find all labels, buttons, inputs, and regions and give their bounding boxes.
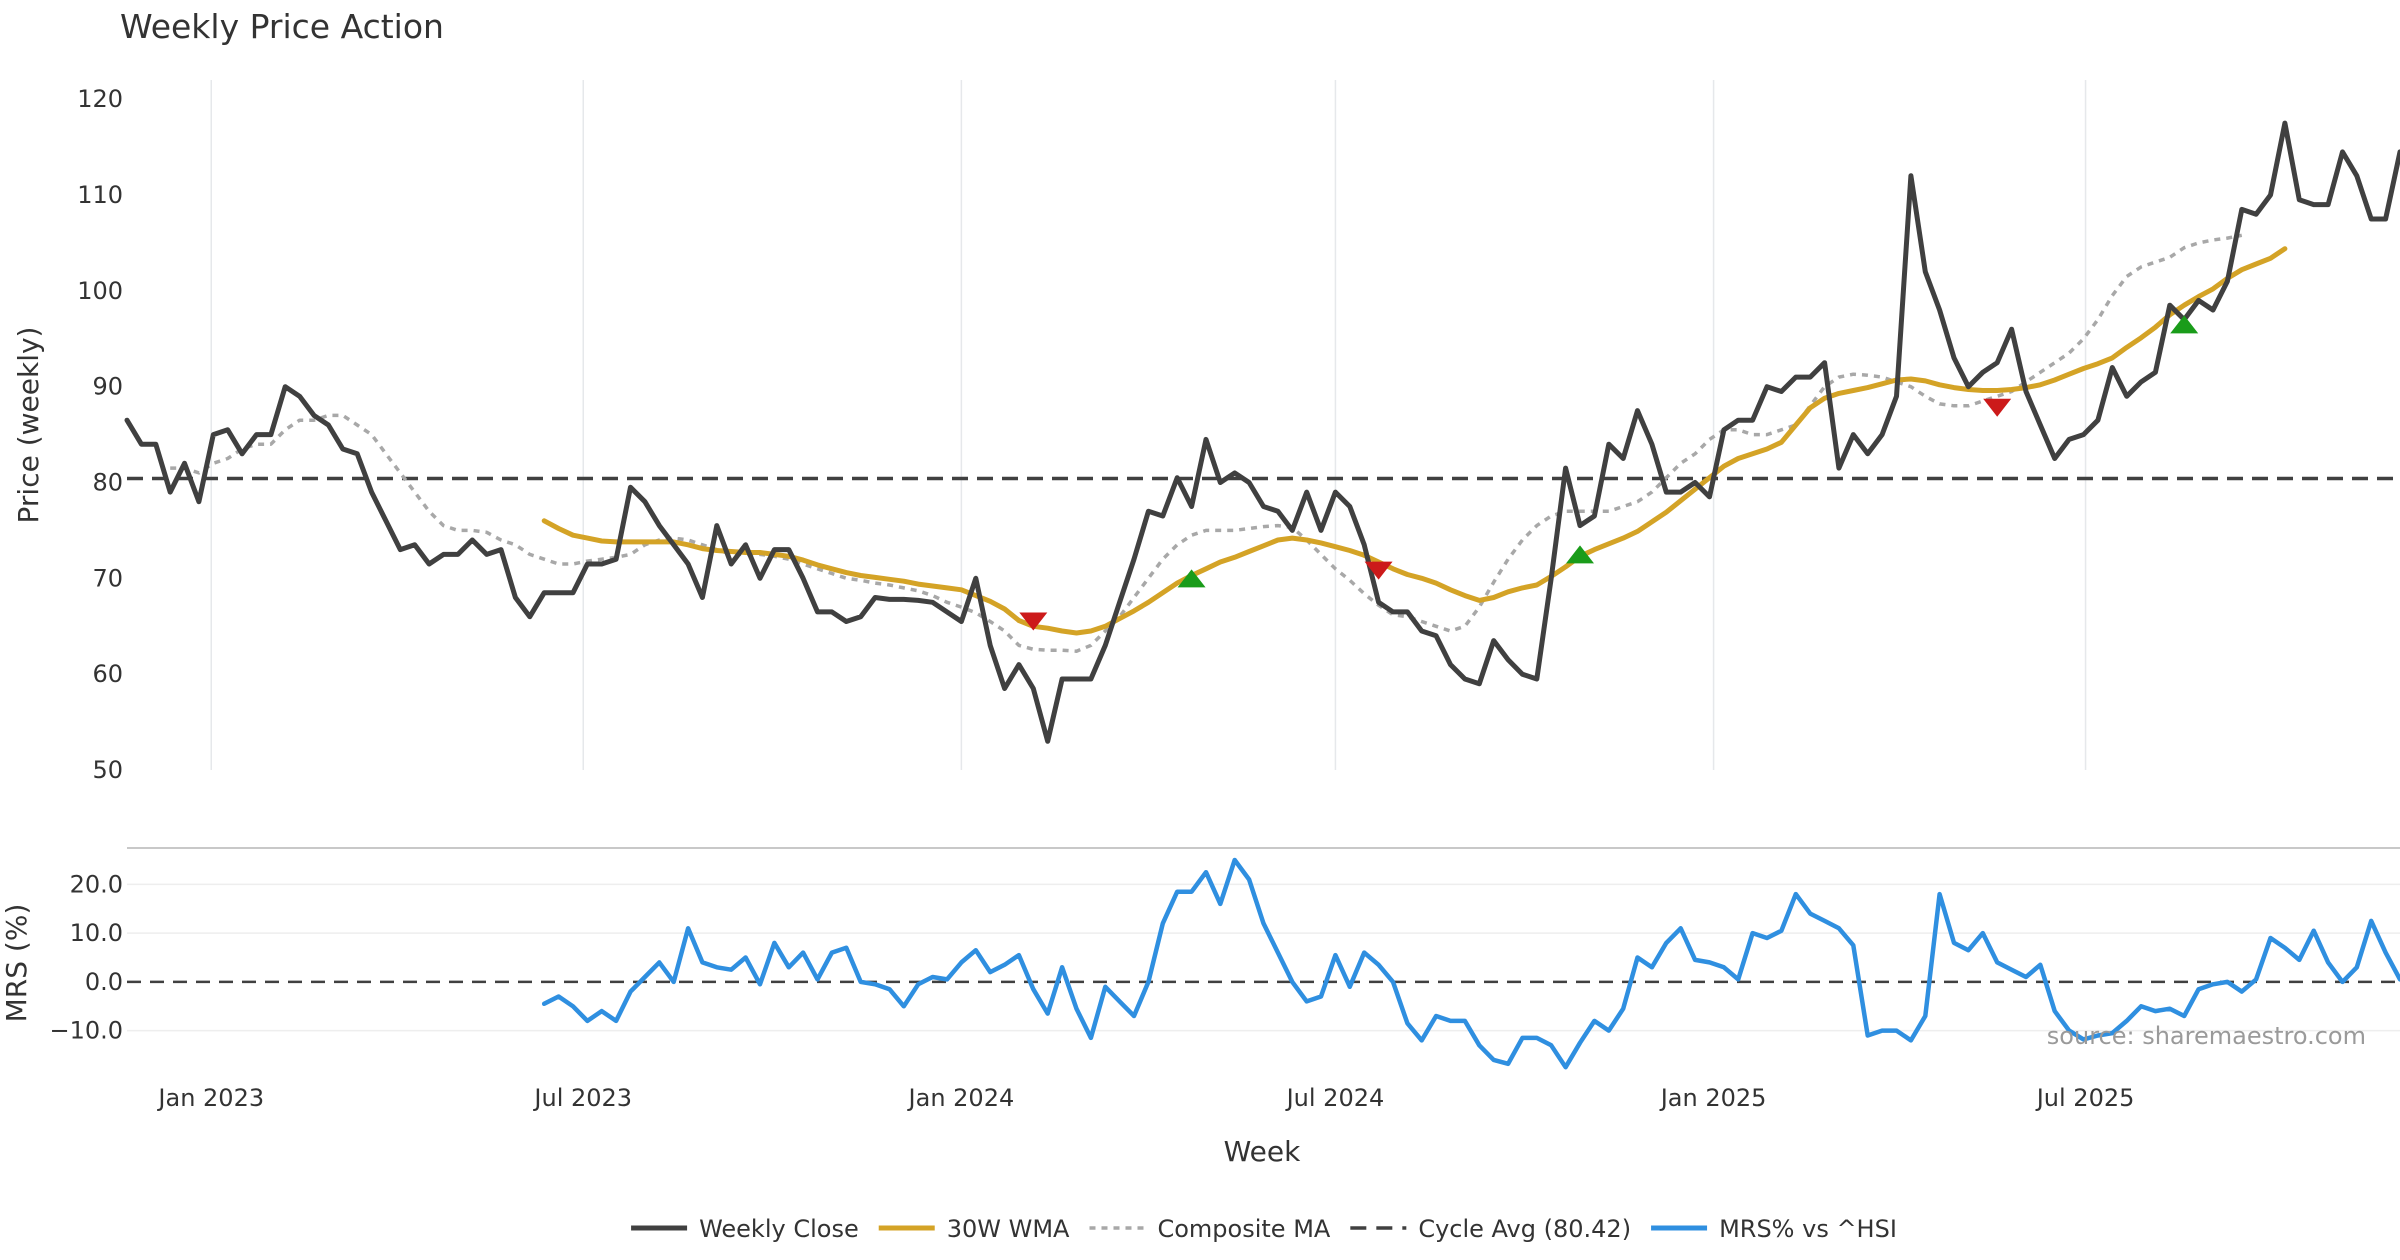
x-axis-label: Week — [1224, 1135, 1301, 1168]
signal-marker-down-4 — [1983, 398, 2012, 417]
series-layer — [124, 120, 2400, 1070]
price-y-tick-label: 80 — [92, 469, 123, 497]
legend-label-weekly-close: Weekly Close — [699, 1215, 859, 1243]
legend-label-cycle-avg-80-42: Cycle Avg (80.42) — [1418, 1215, 1631, 1243]
source-credit: source: sharemaestro.com — [2047, 1022, 2366, 1050]
mrs-y-tick-label: −10.0 — [49, 1017, 123, 1045]
x-tick-label: Jan 2025 — [1659, 1084, 1767, 1112]
legend-label-composite-ma: Composite MA — [1157, 1215, 1330, 1243]
signal-marker-up-5 — [2170, 315, 2199, 334]
x-tick-label: Jul 2023 — [532, 1084, 632, 1112]
axes-layer: Jan 2023 Jul 2023 Jan 2024 Jul 2024 Jan 2025… — [49, 85, 2134, 1112]
signal-layer — [1019, 315, 2199, 631]
x-tick-label: Jul 2025 — [2035, 1084, 2135, 1112]
chart-title: Weekly Price Action — [120, 7, 444, 46]
signal-marker-up-3 — [1565, 545, 1594, 564]
price-y-tick-label: 60 — [92, 660, 123, 688]
series-line-weekly-close-price — [124, 120, 2400, 744]
signal-marker-down-2 — [1364, 561, 1393, 580]
legend: Weekly Close 30W WMA Composite MA Cycle Avg… — [631, 1215, 1897, 1243]
signal-marker-down-0 — [1019, 612, 1048, 631]
x-tick-label: Jan 2023 — [156, 1084, 264, 1112]
mrs-y-tick-label: 0.0 — [85, 968, 123, 996]
legend-label-30w-wma: 30W WMA — [947, 1215, 1070, 1243]
x-tick-label: Jan 2024 — [907, 1084, 1015, 1112]
legend-label-mrs-vs-hsi: MRS% vs ^HSI — [1719, 1215, 1897, 1243]
price-y-axis-label: Price (weekly) — [12, 327, 45, 524]
price-y-tick-label: 120 — [77, 85, 123, 113]
price-y-tick-label: 90 — [92, 373, 123, 401]
signal-marker-up-1 — [1177, 569, 1206, 588]
price-y-tick-label: 110 — [77, 181, 123, 209]
price-y-tick-label: 50 — [92, 756, 123, 784]
series-line-composite-ma-price — [170, 233, 2243, 653]
series-line-30w-wma-price — [541, 246, 2288, 636]
price-y-tick-label: 70 — [92, 564, 123, 592]
mrs-y-axis-label: MRS (%) — [0, 904, 33, 1023]
series-line-mrs-vs-hsi-mrs — [541, 857, 2400, 1070]
x-tick-label: Jul 2024 — [1285, 1084, 1385, 1112]
cycle-avg-layer — [127, 476, 2400, 984]
gridlines — [127, 80, 2400, 1032]
price-y-tick-label: 100 — [77, 277, 123, 305]
mrs-y-tick-label: 20.0 — [70, 870, 123, 898]
mrs-y-tick-label: 10.0 — [70, 919, 123, 947]
